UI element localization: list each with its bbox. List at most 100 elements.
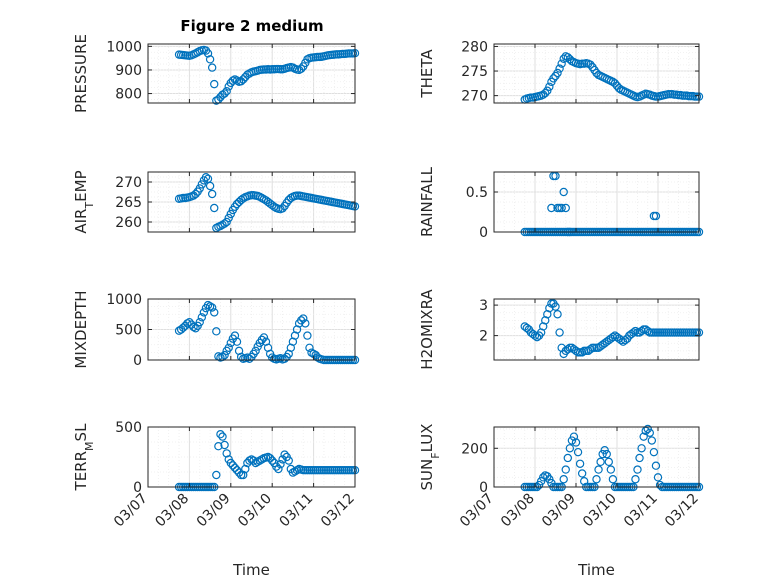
data-point bbox=[197, 180, 207, 189]
data-point bbox=[557, 203, 566, 213]
data-point bbox=[606, 465, 616, 474]
y-tick-label: 0 bbox=[479, 225, 488, 241]
y-tick-label: 1000 bbox=[106, 292, 142, 308]
data-point bbox=[577, 469, 587, 478]
data-point bbox=[222, 449, 231, 458]
data-point bbox=[218, 220, 227, 229]
data-point bbox=[268, 200, 277, 210]
data-point bbox=[207, 189, 217, 199]
data-point bbox=[557, 59, 566, 68]
data-point bbox=[569, 432, 579, 441]
data-point bbox=[543, 86, 552, 95]
y-axis-label-part: PRESSURE bbox=[72, 34, 90, 113]
y-axis-label-part: RAINFALL bbox=[418, 166, 436, 237]
y-tick-label: 260 bbox=[115, 215, 142, 231]
y-axis-label: TERRMSL bbox=[72, 423, 96, 492]
data-point bbox=[224, 343, 233, 352]
data-point bbox=[195, 317, 204, 327]
data-point bbox=[555, 64, 564, 73]
data-point bbox=[197, 313, 207, 322]
series-air_temp bbox=[174, 172, 360, 233]
data-point bbox=[635, 453, 644, 463]
data-point bbox=[559, 187, 568, 197]
y-axis-label: PRESSURE bbox=[72, 34, 90, 113]
data-point bbox=[259, 194, 269, 204]
y-tick-label: 270 bbox=[461, 89, 488, 105]
y-tick-label: 0 bbox=[133, 353, 142, 369]
data-point bbox=[608, 475, 618, 484]
y-axis-label-subscript: F bbox=[429, 452, 442, 458]
data-point bbox=[565, 444, 575, 453]
series-theta bbox=[520, 52, 704, 104]
axes-box-pressure bbox=[147, 43, 356, 104]
data-point bbox=[522, 323, 532, 333]
x-axis-label: Time bbox=[232, 561, 270, 579]
data-point bbox=[255, 192, 264, 201]
data-point bbox=[292, 466, 302, 475]
y-tick-label: 270 bbox=[115, 175, 142, 191]
data-point bbox=[288, 468, 298, 477]
data-point bbox=[602, 449, 611, 459]
data-point bbox=[637, 444, 646, 453]
data-point bbox=[301, 319, 310, 328]
data-point bbox=[651, 211, 661, 221]
y-axis-label: AIRTEMP bbox=[72, 170, 96, 233]
y-tick-label: 2 bbox=[479, 329, 488, 345]
data-point bbox=[555, 328, 564, 337]
data-point bbox=[210, 203, 219, 213]
data-point bbox=[553, 68, 562, 78]
data-point bbox=[220, 350, 229, 360]
data-point bbox=[228, 461, 238, 470]
data-point bbox=[296, 64, 306, 73]
data-point bbox=[218, 352, 227, 362]
data-point bbox=[239, 75, 248, 84]
series-mixdepth bbox=[174, 300, 360, 365]
data-point bbox=[541, 88, 550, 98]
data-point bbox=[532, 332, 542, 342]
subplot-mixdepth: 0 500 1000 MIXDEPTH bbox=[72, 290, 360, 369]
data-point bbox=[563, 345, 573, 354]
data-point bbox=[249, 456, 258, 465]
data-point bbox=[220, 219, 229, 228]
data-point bbox=[573, 447, 583, 457]
data-point bbox=[251, 458, 260, 468]
data-point bbox=[191, 324, 200, 333]
data-point bbox=[651, 461, 661, 470]
data-point bbox=[265, 454, 275, 463]
data-point bbox=[280, 450, 289, 459]
data-point bbox=[236, 352, 246, 362]
data-point bbox=[210, 79, 219, 89]
data-point bbox=[545, 303, 554, 313]
subplot-air_temp: 260 265 270 AIRTEMP bbox=[72, 170, 360, 234]
data-point bbox=[205, 181, 215, 191]
data-point bbox=[212, 470, 221, 480]
data-point bbox=[604, 457, 614, 467]
data-point bbox=[268, 456, 277, 465]
y-tick-label: 0 bbox=[479, 480, 488, 496]
data-point bbox=[645, 428, 655, 438]
data-point bbox=[203, 300, 213, 310]
y-axis-label-part: SL bbox=[72, 423, 90, 442]
data-point bbox=[201, 172, 211, 182]
figure-title: Figure 2 medium bbox=[180, 17, 323, 35]
data-point bbox=[563, 453, 573, 463]
data-point bbox=[195, 184, 204, 193]
data-point bbox=[232, 337, 242, 346]
data-point bbox=[203, 49, 213, 58]
data-point bbox=[278, 455, 287, 464]
data-point bbox=[614, 84, 624, 93]
y-axis-label: MIXDEPTH bbox=[72, 290, 90, 368]
y-axis-label-part: LUX bbox=[418, 424, 436, 453]
data-point bbox=[214, 442, 223, 451]
y-tick-label: 800 bbox=[115, 87, 142, 103]
data-point bbox=[272, 462, 281, 471]
data-point bbox=[629, 328, 638, 337]
data-point bbox=[649, 447, 659, 457]
data-point bbox=[545, 82, 554, 91]
y-tick-label: 200 bbox=[461, 441, 488, 457]
y-axis-label-part: H2OMIXRA bbox=[418, 289, 436, 370]
series-pressure bbox=[174, 45, 360, 105]
data-point bbox=[586, 345, 595, 354]
data-point bbox=[596, 457, 605, 467]
